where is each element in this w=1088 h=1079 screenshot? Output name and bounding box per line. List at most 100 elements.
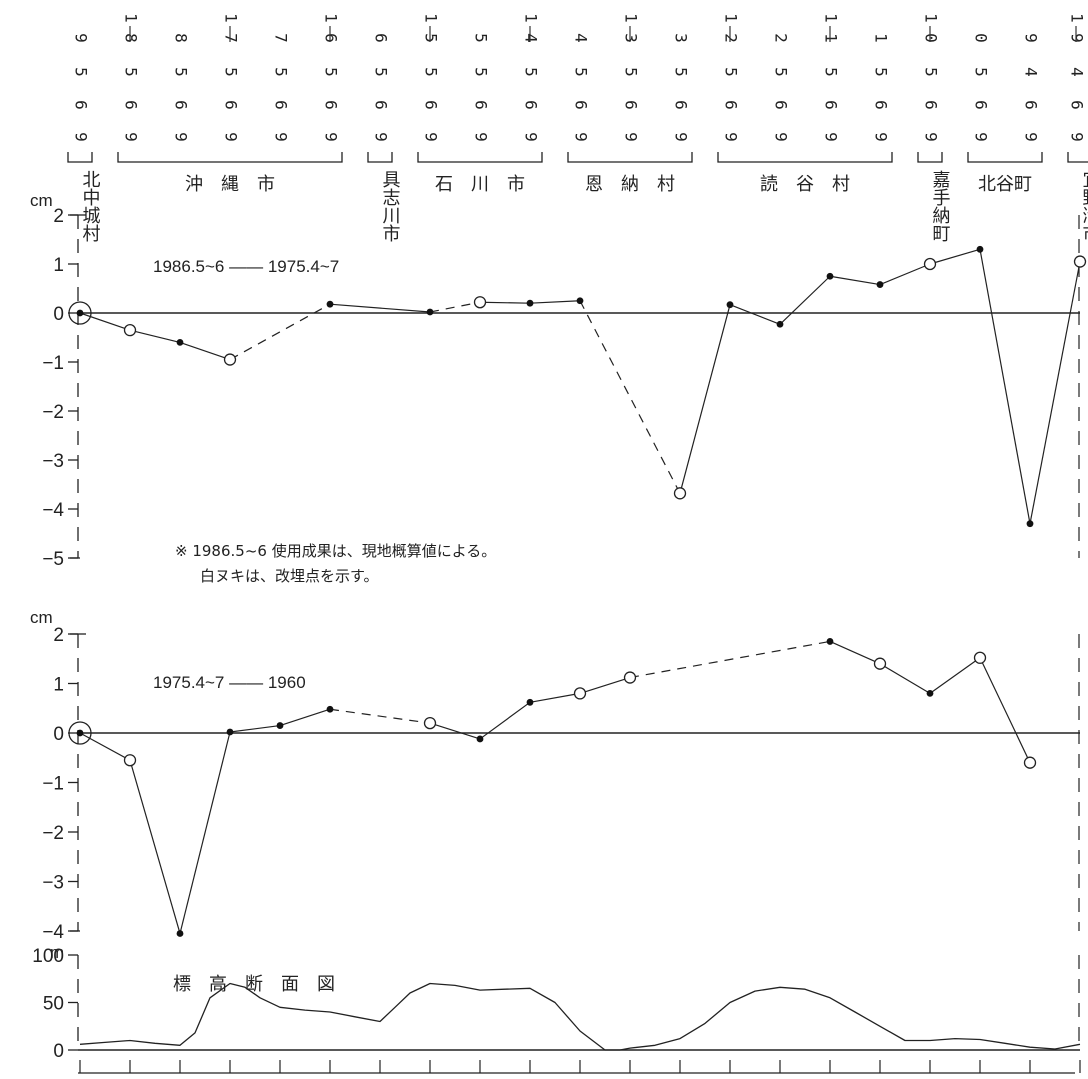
benchmark-digit: 5 [572, 67, 591, 77]
data-point [226, 728, 234, 736]
benchmark-digit: 9 [722, 132, 741, 142]
series-segment [429, 301, 481, 313]
y-tick-label: 2 [53, 625, 64, 646]
benchmark-digit: 1 [122, 13, 141, 23]
series-segment [629, 640, 831, 679]
benchmark-digit: 7 [222, 33, 241, 43]
benchmark-digit: 4 [572, 33, 591, 43]
y-tick-label: −2 [42, 402, 64, 423]
benchmark-digit: 9 [572, 132, 591, 142]
benchmark-digit: 9 [522, 132, 541, 142]
unit-label-1: cm [30, 191, 53, 210]
benchmark-digit: 6 [822, 100, 841, 110]
benchmark-digit: 9 [772, 132, 791, 142]
series-segment [529, 692, 581, 703]
benchmark-digit: 7 [272, 33, 291, 43]
y-tick-label: 100 [32, 946, 64, 967]
benchmark-digit: 6 [922, 100, 941, 110]
series-segment [579, 676, 631, 694]
benchmark-digit: 6 [322, 100, 341, 110]
benchmark-digit: 6 [572, 100, 591, 110]
data-point [426, 308, 434, 316]
data-point [176, 339, 184, 346]
region-bracket [717, 152, 893, 163]
benchmark-digit: 9 [872, 132, 891, 142]
data-point-hollow [1023, 756, 1037, 769]
region-bracket [417, 152, 543, 163]
benchmark-digit: 6 [272, 100, 291, 110]
legend-2: 1975.4~7 —— 1960 [153, 673, 306, 692]
region-label: 恩 納 村 [585, 174, 675, 195]
series-segment [479, 301, 531, 304]
benchmark-digit: 6 [422, 100, 441, 110]
data-point-hollow [923, 257, 937, 271]
series-segment [429, 722, 481, 740]
series-segment [129, 760, 181, 934]
series-segment [929, 248, 981, 265]
benchmark-digit: 6 [222, 100, 241, 110]
benchmark-digit: 9 [122, 132, 141, 142]
series-segment [79, 312, 131, 331]
region-bracket [967, 152, 1043, 163]
region-label: 嘉手納町 [930, 170, 951, 242]
series-segment [279, 708, 331, 727]
benchmark-digit: 6 [772, 100, 791, 110]
region-bracket [917, 152, 943, 163]
benchmark-digit: 5 [622, 67, 641, 77]
series-segment [529, 300, 581, 304]
series-segment [979, 249, 1031, 524]
region-bracket [117, 152, 343, 163]
benchmark-digit: 5 [872, 67, 891, 77]
data-point [526, 299, 534, 307]
series-segment [1029, 261, 1081, 524]
data-point [876, 281, 884, 288]
unit-label-2: cm [30, 608, 53, 627]
elevation-title: 標 高 断 面 図 [173, 974, 335, 995]
y-tick-label: 0 [53, 1041, 64, 1062]
y-tick-label: −4 [42, 922, 64, 943]
series-segment [179, 341, 231, 361]
benchmark-digit: 9 [72, 33, 91, 43]
benchmark-digit: 5 [972, 67, 991, 77]
benchmark-digit: 5 [322, 67, 341, 77]
benchmark-digit: 9 [622, 132, 641, 142]
benchmark-digit: 1 [822, 33, 841, 43]
series-segment [129, 329, 181, 343]
benchmark-digit: 1 [622, 13, 641, 23]
data-point [826, 638, 834, 645]
benchmark-digit: 5 [172, 67, 191, 77]
benchmark-digit: 9 [272, 132, 291, 142]
series-segment [979, 657, 1031, 763]
y-tick-label: 1 [53, 675, 64, 696]
data-point [826, 272, 834, 280]
y-tick-label: 1 [53, 255, 64, 276]
data-point-hollow [973, 651, 987, 664]
y-tick-label: 0 [53, 304, 64, 325]
benchmark-digit: 9 [472, 132, 491, 142]
benchmark-digit: 6 [322, 33, 341, 43]
unit-label-3: m [50, 943, 64, 962]
series-segment [929, 657, 981, 694]
series-segment [329, 303, 431, 313]
region-label: 読 谷 村 [760, 174, 850, 195]
benchmark-digit: 6 [722, 100, 741, 110]
benchmark-digit: 6 [522, 100, 541, 110]
y-tick-label: −5 [42, 549, 64, 570]
benchmark-digit: 9 [672, 132, 691, 142]
data-point [476, 735, 484, 743]
benchmark-digit: 5 [472, 67, 491, 77]
benchmark-digit: 6 [872, 100, 891, 110]
benchmark-digit: 3 [672, 33, 691, 43]
region-label: 北谷町 [978, 174, 1032, 195]
benchmark-digit: 5 [772, 67, 791, 77]
y-tick-label: −1 [42, 353, 64, 374]
y-tick-label: 2 [53, 206, 64, 227]
benchmark-digit: 6 [472, 100, 491, 110]
benchmark-header: 9 6 5 9 9 6 5 8 1 9 6 5 8 9 6 5 7 1 9 6 5 7 9 6 5 6 1 9 6 5 6 9 6 5 5 1 9 6 5 5… [72, 13, 1087, 142]
benchmark-digit: 5 [422, 33, 441, 43]
data-point-hollow [1073, 255, 1087, 268]
elevation-profile [79, 982, 1081, 1051]
benchmark-digit: 4 [1022, 67, 1041, 77]
panel-elevation-profile: m 標 高 断 面 図 100 50 0 [32, 943, 1081, 1074]
